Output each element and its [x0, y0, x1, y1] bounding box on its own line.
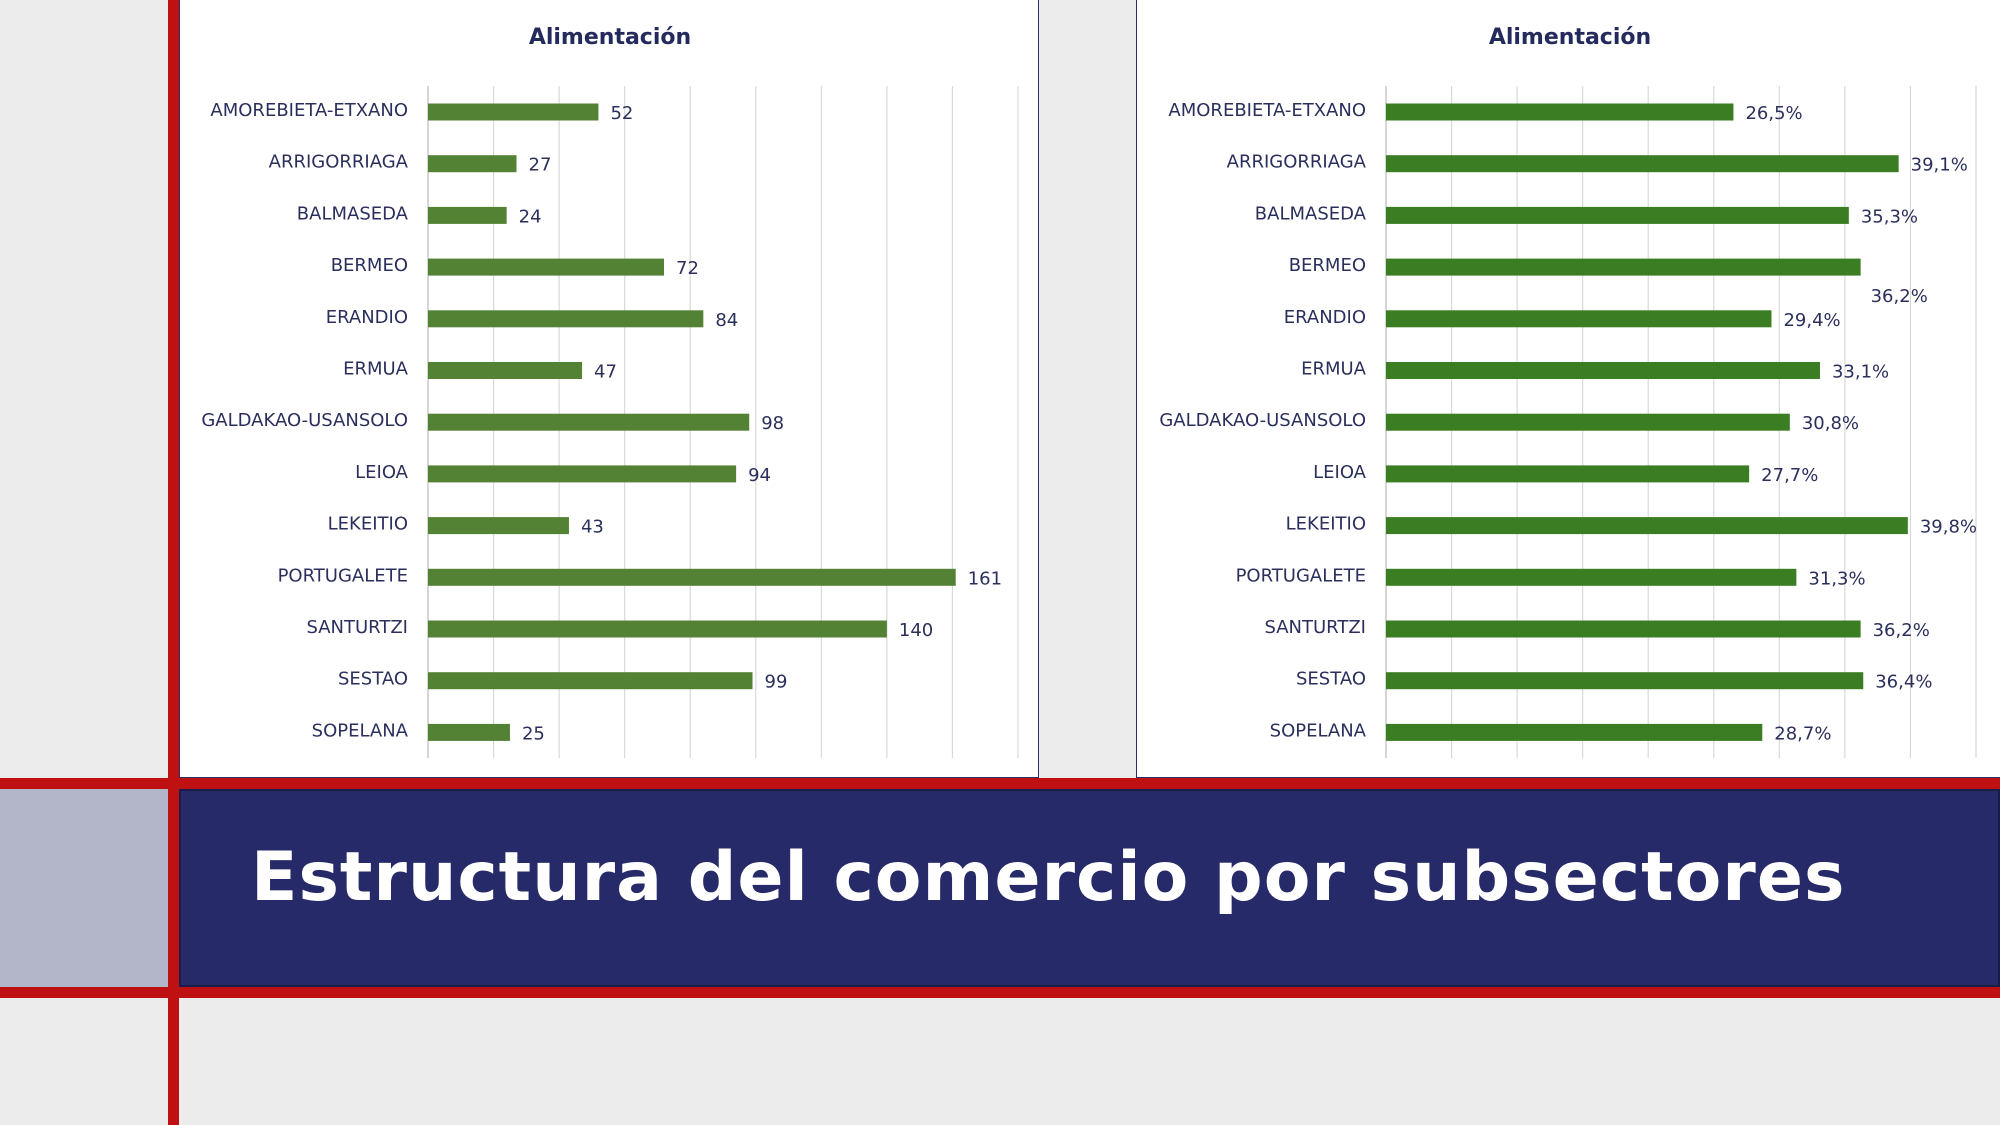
data-label: 25: [522, 723, 545, 744]
bar: [428, 620, 887, 638]
data-label: 52: [610, 103, 633, 124]
category-label: LEIOA: [355, 462, 409, 483]
data-label: 39,8%: [1920, 517, 1977, 538]
data-label: 36,4%: [1875, 672, 1932, 693]
data-label: 99: [765, 672, 788, 693]
category-label: LEKEITIO: [328, 514, 408, 535]
data-label: 26,5%: [1745, 103, 1802, 124]
category-label: SANTURTZI: [1264, 617, 1366, 638]
category-label: SESTAO: [338, 669, 408, 690]
category-label: LEKEITIO: [1286, 514, 1366, 535]
data-label: 33,1%: [1832, 362, 1889, 383]
data-label: 31,3%: [1808, 568, 1865, 589]
data-label: 30,8%: [1802, 413, 1859, 434]
category-label: ARRIGORRIAGA: [1227, 152, 1367, 173]
category-label: ERANDIO: [326, 307, 408, 328]
category-label: BERMEO: [331, 255, 408, 276]
bar: [1386, 517, 1908, 535]
bar: [428, 568, 956, 586]
bar: [428, 517, 569, 535]
bar: [1386, 206, 1849, 224]
category-label: SANTURTZI: [306, 617, 408, 638]
bar: [428, 465, 737, 483]
bar: [1386, 155, 1899, 173]
chart-counts: Alimentación AMOREBIETA-ETXANO 52 ARRIGORRI…: [201, 25, 1019, 758]
bar: [428, 723, 510, 741]
data-label: 36,2%: [1871, 286, 1928, 307]
category-label: LEIOA: [1313, 462, 1367, 483]
chart-title: Alimentación: [529, 25, 691, 50]
data-label: 28,7%: [1774, 723, 1831, 744]
bar: [1386, 465, 1750, 483]
bar: [1386, 310, 1772, 328]
data-label: 24: [519, 206, 542, 227]
category-label: PORTUGALETE: [1236, 565, 1366, 586]
bar: [1386, 568, 1797, 586]
data-label: 43: [581, 517, 604, 538]
bar: [1386, 723, 1763, 741]
data-label: 27: [529, 155, 552, 176]
data-label: 29,4%: [1783, 310, 1840, 331]
data-label: 140: [899, 620, 933, 641]
chart-title: Alimentación: [1489, 25, 1651, 50]
category-label: ARRIGORRIAGA: [269, 152, 409, 173]
data-label: 36,2%: [1873, 620, 1930, 641]
slide-title-band: Estructura del comercio por subsectores: [179, 789, 2000, 987]
category-label: BERMEO: [1289, 255, 1366, 276]
data-label: 35,3%: [1861, 206, 1918, 227]
bar: [1386, 103, 1734, 121]
category-label: BALMASEDA: [1255, 203, 1367, 224]
bar: [1386, 413, 1790, 431]
category-label: ERMUA: [1301, 359, 1367, 380]
category-label: SESTAO: [1296, 669, 1366, 690]
bar: [428, 258, 664, 276]
bar: [1386, 672, 1864, 690]
category-label: PORTUGALETE: [278, 565, 408, 586]
chart-panel-percentages: Alimentación AMOREBIETA-ETXANO 26,5% ARRIGO…: [1136, 0, 2000, 778]
bar: [1386, 362, 1820, 379]
category-label: BALMASEDA: [297, 203, 409, 224]
category-label: GALDAKAO-USANSOLO: [1159, 410, 1366, 431]
bar: [428, 362, 583, 379]
category-label: ERANDIO: [1284, 307, 1366, 328]
category-label: AMOREBIETA-ETXANO: [210, 100, 408, 121]
bar: [428, 103, 599, 121]
bar: [428, 310, 704, 328]
category-label: AMOREBIETA-ETXANO: [1168, 100, 1366, 121]
bar: [428, 206, 507, 224]
data-label: 94: [748, 465, 771, 486]
data-label: 27,7%: [1761, 465, 1818, 486]
bar: [428, 155, 517, 173]
bar: [428, 672, 753, 690]
gray-accent-block: [0, 789, 168, 987]
chart-percentages: Alimentación AMOREBIETA-ETXANO 26,5% ARRIGO…: [1159, 25, 1977, 758]
red-horizontal-rule-bottom: [0, 987, 2000, 998]
data-label: 72: [676, 258, 699, 279]
chart-panel-counts: Alimentación AMOREBIETA-ETXANO 52 ARRIGORRI…: [179, 0, 1039, 778]
data-label: 84: [715, 310, 738, 331]
category-label: ERMUA: [343, 359, 409, 380]
category-label: GALDAKAO-USANSOLO: [201, 410, 408, 431]
bar: [428, 413, 750, 431]
slide-title: Estructura del comercio por subsectores: [251, 838, 1846, 917]
category-label: SOPELANA: [312, 720, 409, 741]
data-label: 161: [968, 568, 1002, 589]
bar: [1386, 620, 1861, 638]
data-label: 39,1%: [1911, 155, 1968, 176]
red-vertical-rule: [168, 0, 179, 1125]
category-label: SOPELANA: [1270, 720, 1367, 741]
red-horizontal-rule-top: [0, 778, 2000, 789]
data-label: 98: [761, 413, 784, 434]
data-label: 47: [594, 362, 617, 383]
bar: [1386, 258, 1861, 276]
